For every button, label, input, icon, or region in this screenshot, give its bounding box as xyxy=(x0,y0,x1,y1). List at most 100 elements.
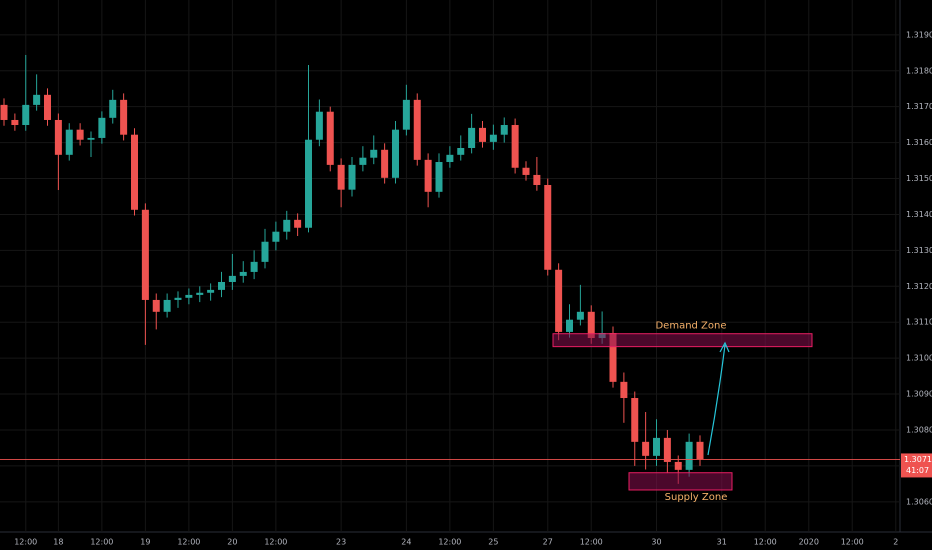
last-price-label: 1.30718 xyxy=(904,455,932,464)
candle-body xyxy=(576,311,584,320)
candle-body xyxy=(392,129,399,178)
x-tick-label: 12:00 xyxy=(438,538,461,547)
y-tick-label: 1.31600 xyxy=(906,138,932,147)
candle-body xyxy=(185,294,193,298)
candle-body xyxy=(511,125,519,168)
candle-body xyxy=(65,129,73,155)
candle-body xyxy=(370,149,378,158)
candle-body xyxy=(76,129,84,140)
y-tick-label: 1.30600 xyxy=(906,497,932,506)
x-tick-label: 12:00 xyxy=(580,538,603,547)
x-tick-label: 12:00 xyxy=(841,538,864,547)
candle-body xyxy=(479,127,486,142)
y-tick-label: 1.31500 xyxy=(906,174,932,183)
candle-body xyxy=(131,134,138,210)
candle-body xyxy=(174,297,182,300)
candle-body xyxy=(283,219,291,232)
zone xyxy=(552,333,813,348)
x-tick-label: 2 xyxy=(893,538,898,547)
candle-body xyxy=(348,164,356,190)
candle-body xyxy=(468,127,476,148)
candle-body xyxy=(326,111,334,165)
x-tick-label: 12:00 xyxy=(754,538,777,547)
candle-body xyxy=(294,219,302,228)
candle-body xyxy=(402,99,410,130)
candle-body xyxy=(305,139,312,228)
x-tick-label: 30 xyxy=(651,538,661,547)
candle-body xyxy=(609,332,617,382)
candle-body xyxy=(337,164,345,190)
candle-body xyxy=(587,311,595,339)
arrow-head xyxy=(719,341,730,353)
x-tick-label: 12:00 xyxy=(264,538,287,547)
candle-body xyxy=(44,94,51,120)
last-price-box xyxy=(901,453,932,478)
y-tick-label: 1.31700 xyxy=(906,102,932,111)
candle-body xyxy=(272,231,280,242)
arrow xyxy=(707,344,726,456)
candle-body xyxy=(315,111,323,140)
candle-body xyxy=(544,184,552,270)
y-tick-label: 1.31000 xyxy=(906,354,932,363)
candle-body xyxy=(566,319,573,332)
candle-body xyxy=(620,381,628,399)
candle-body xyxy=(435,162,443,192)
candle-body xyxy=(250,261,258,272)
candle-body xyxy=(11,119,19,126)
y-tick-label: 1.31900 xyxy=(906,30,932,39)
candle-body xyxy=(685,441,693,470)
y-tick-label: 1.31300 xyxy=(906,246,932,255)
candle-body xyxy=(533,174,541,185)
x-tick-label: 12:00 xyxy=(90,538,113,547)
candle-body xyxy=(120,99,128,135)
candle-body xyxy=(98,117,106,138)
grid xyxy=(0,0,900,532)
y-tick-label: 1.30900 xyxy=(906,390,932,399)
x-tick-label: 25 xyxy=(488,538,498,547)
candle-body xyxy=(109,99,117,118)
y-tick-label: 1.31100 xyxy=(906,318,932,327)
zone xyxy=(628,472,733,491)
x-tick-label: 18 xyxy=(53,538,63,547)
y-tick-label: 1.30800 xyxy=(906,425,932,434)
y-tick-label: 1.31200 xyxy=(906,282,932,291)
candle-body xyxy=(218,281,225,290)
y-tick-label: 1.31400 xyxy=(906,210,932,219)
x-tick-label: 12:00 xyxy=(14,538,37,547)
candle-body xyxy=(457,147,465,155)
candle-body xyxy=(228,275,236,282)
candle-body xyxy=(239,271,247,276)
zone-label: Demand Zone xyxy=(655,321,726,332)
candle-body xyxy=(163,299,171,312)
x-tick-label: 19 xyxy=(140,538,150,547)
x-tick-label: 20 xyxy=(227,538,237,547)
candle-body xyxy=(489,134,497,142)
candle-body xyxy=(196,292,204,295)
zone-label: Supply Zone xyxy=(665,492,728,503)
candle-body xyxy=(653,437,660,456)
x-tick-label: 31 xyxy=(717,538,727,547)
candle-body xyxy=(663,437,671,462)
candle-body xyxy=(424,159,432,192)
candle-body xyxy=(500,125,508,135)
candle-body xyxy=(33,94,41,105)
candle-body xyxy=(555,269,563,332)
candle-body xyxy=(522,167,530,175)
x-tick-label: 23 xyxy=(336,538,346,547)
x-tick-label: 27 xyxy=(543,538,553,547)
candle-body xyxy=(152,299,160,312)
candle-body xyxy=(696,441,704,460)
candle-body xyxy=(642,441,650,456)
candle-body xyxy=(141,209,149,300)
candle-body xyxy=(674,461,682,470)
candle-body xyxy=(631,398,639,442)
candle-body xyxy=(87,137,95,140)
candle-body xyxy=(22,104,30,126)
candle-body xyxy=(207,289,215,293)
x-tick-label: 2020 xyxy=(799,538,819,547)
x-tick-label: 24 xyxy=(401,538,411,547)
candle-body xyxy=(359,157,367,165)
y-tick-label: 1.31800 xyxy=(906,66,932,75)
